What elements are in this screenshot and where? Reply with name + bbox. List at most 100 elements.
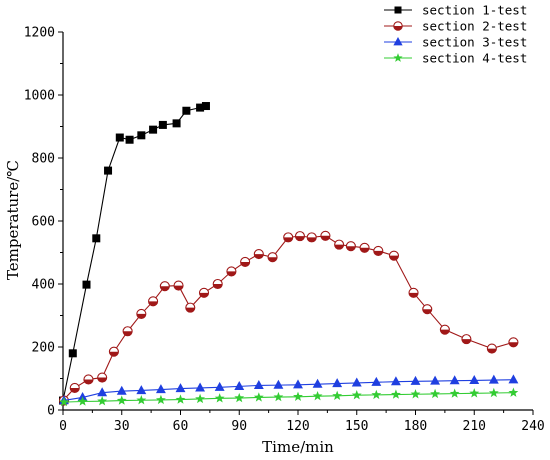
data-point-triangle	[214, 381, 225, 391]
data-point-star	[155, 394, 166, 405]
data-point-half-circle	[345, 241, 356, 252]
series-layer	[58, 102, 519, 407]
data-point-half-circle	[69, 382, 80, 394]
data-point-square	[104, 166, 113, 175]
x-tick-label: 120	[286, 419, 309, 434]
series-2	[58, 230, 519, 406]
data-point-star	[214, 393, 225, 403]
data-point-star	[371, 389, 382, 400]
data-point-star	[312, 390, 323, 401]
series-line	[62, 392, 514, 403]
data-point-star	[351, 390, 362, 400]
series-3	[59, 374, 519, 405]
legend-item: section 4-test	[384, 51, 527, 66]
data-point-half-circle	[136, 308, 147, 319]
data-point-square	[196, 103, 205, 112]
data-point-triangle	[175, 383, 186, 393]
data-point-half-circle	[283, 232, 294, 243]
data-point-triangle	[488, 374, 499, 384]
data-point-star	[253, 392, 264, 402]
data-point-star	[234, 392, 245, 403]
data-point-half-circle	[122, 326, 133, 337]
data-point-triangle	[332, 378, 343, 388]
data-point-half-circle	[198, 287, 210, 298]
data-point-triangle	[116, 385, 127, 395]
data-point-triangle	[312, 378, 323, 388]
x-tick-label: 150	[345, 419, 368, 434]
legend-label: section 4-test	[422, 51, 527, 66]
y-tick-label: 800	[32, 152, 55, 167]
data-point-half-circle	[173, 280, 184, 291]
data-point-half-circle	[408, 287, 419, 298]
data-point-triangle	[449, 375, 460, 385]
x-tick-label: 240	[521, 419, 544, 434]
data-point-half-circle	[373, 245, 384, 256]
legend-item: section 2-test	[384, 19, 527, 34]
data-point-star	[508, 387, 519, 397]
series-1	[59, 102, 210, 405]
y-tick-label: 400	[32, 278, 55, 293]
data-point-triangle	[293, 379, 303, 389]
legend-label: section 1-test	[422, 3, 527, 18]
data-point-star	[449, 388, 460, 398]
data-point-half-circle	[159, 281, 170, 292]
data-point-triangle	[136, 385, 147, 395]
data-point-half-circle	[359, 242, 370, 253]
data-point-half-circle	[320, 230, 331, 241]
x-tick-label: 60	[173, 419, 189, 434]
data-point-half-circle	[508, 337, 519, 348]
data-point-half-circle	[97, 372, 108, 383]
data-point-half-circle	[148, 296, 159, 307]
data-point-half-circle	[439, 324, 450, 335]
y-tick-label: 0	[47, 404, 55, 419]
data-point-square	[137, 131, 146, 140]
data-point-square	[182, 106, 191, 115]
data-point-half-circle	[393, 21, 403, 31]
data-point-square	[201, 102, 210, 111]
data-point-triangle	[390, 376, 401, 386]
y-tick-label: 1200	[24, 26, 55, 41]
series-line	[62, 235, 514, 401]
data-point-half-circle	[388, 250, 400, 261]
data-point-star	[488, 387, 499, 398]
data-point-star	[136, 395, 147, 405]
data-point-triangle	[371, 376, 382, 386]
data-point-square	[149, 125, 158, 134]
data-point-half-circle	[83, 374, 94, 385]
x-tick-label: 210	[463, 419, 486, 434]
data-point-square	[172, 119, 181, 128]
data-point-half-circle	[306, 232, 317, 243]
data-point-half-circle	[253, 249, 264, 260]
data-point-square	[82, 280, 91, 289]
data-point-triangle	[430, 375, 441, 385]
data-point-half-circle	[294, 231, 306, 242]
data-point-square	[394, 6, 402, 14]
data-point-triangle	[253, 380, 264, 390]
axes: 0 30 60 90 120 150 180 210 240 0 200 400 600 800 1000 1…	[24, 26, 545, 435]
data-point-star	[116, 395, 127, 405]
legend-item: section 3-test	[384, 35, 527, 50]
data-point-star	[393, 53, 403, 62]
x-axis-title: Time/min	[262, 438, 334, 456]
data-point-triangle	[195, 382, 206, 392]
data-point-triangle	[393, 36, 403, 46]
data-point-star	[195, 393, 206, 404]
data-point-half-circle	[486, 343, 497, 354]
x-tick-label: 0	[59, 419, 67, 434]
data-point-half-circle	[185, 302, 196, 313]
legend-item: section 1-test	[384, 3, 527, 18]
data-point-square	[125, 135, 134, 144]
data-point-square	[158, 120, 167, 129]
data-point-triangle	[508, 374, 519, 384]
x-tick-label: 30	[114, 419, 130, 434]
legend-label: section 2-test	[422, 19, 527, 34]
data-point-square	[115, 133, 124, 142]
data-point-star	[390, 389, 401, 399]
data-point-half-circle	[422, 304, 433, 315]
data-point-star	[332, 390, 343, 401]
data-point-star	[59, 396, 69, 407]
data-point-triangle	[97, 387, 108, 397]
x-tick-label: 90	[231, 419, 247, 434]
